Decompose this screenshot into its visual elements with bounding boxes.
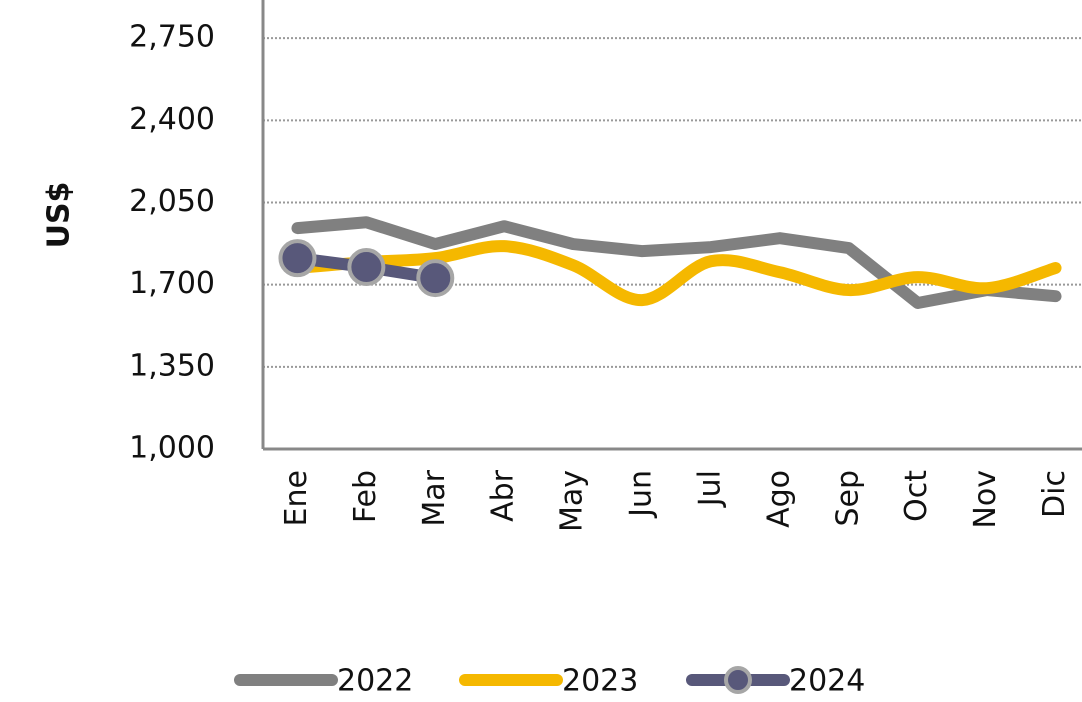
series-marker (347, 248, 386, 287)
series-line (291, 216, 1062, 309)
y-tick-label: 1,700 (129, 266, 215, 301)
x-tick-label: Ene (279, 470, 314, 526)
y-tick-label: 1,350 (129, 348, 215, 383)
legend-label: 2024 (789, 664, 865, 699)
y-axis-label: US$ (42, 182, 77, 249)
x-tick-label: Jul (692, 470, 727, 508)
series-marker (278, 239, 317, 278)
legend-label: 2022 (337, 664, 413, 699)
y-tick-label: 2,400 (129, 102, 215, 137)
x-tick-label: Oct (899, 470, 934, 522)
x-tick-label: Nov (968, 470, 1003, 529)
x-tick-label: Ago (761, 470, 796, 528)
y-tick-label: 2,750 (129, 20, 215, 55)
x-tick-label: Sep (830, 470, 865, 527)
x-tick-label: May (555, 470, 590, 532)
legend-label: 2023 (562, 664, 638, 699)
series-line (291, 240, 1062, 307)
y-tick-label: 1,000 (129, 431, 215, 466)
x-tick-label: Jun (624, 470, 659, 519)
x-tick-label: Mar (417, 469, 452, 526)
y-tick-label: 2,050 (129, 184, 215, 219)
series-marker (416, 259, 455, 298)
legend-marker (724, 666, 752, 694)
x-tick-label: Abr (486, 469, 521, 522)
x-tick-label: Feb (348, 470, 383, 523)
x-tick-label: Dic (1037, 470, 1072, 518)
